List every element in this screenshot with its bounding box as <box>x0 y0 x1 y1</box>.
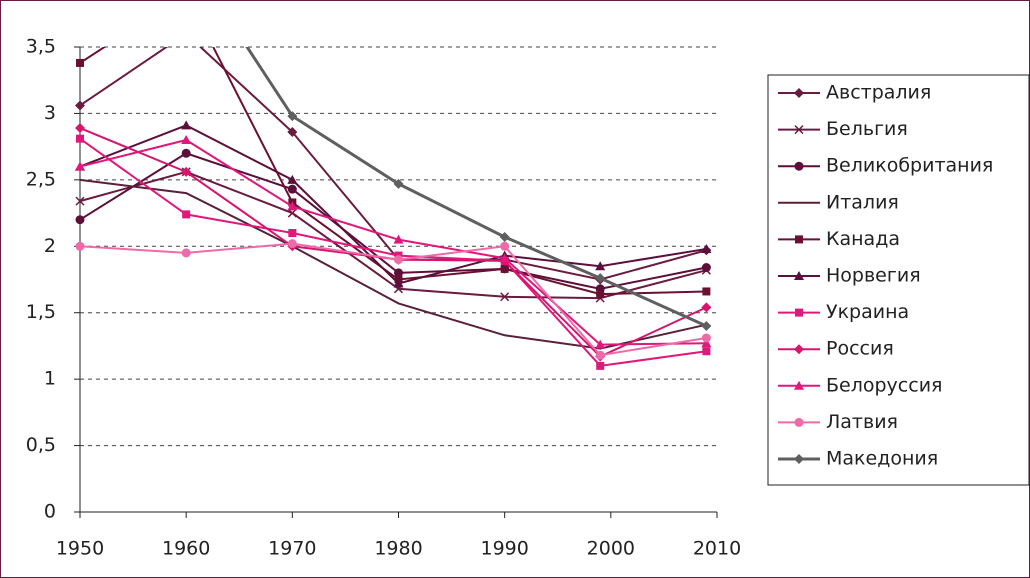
marker <box>795 235 803 244</box>
x-tick-label: 1950 <box>56 538 104 560</box>
marker <box>75 241 85 251</box>
marker <box>76 134 84 143</box>
legend-label: Латвия <box>826 411 898 433</box>
marker <box>287 239 297 249</box>
x-tick-label: 1960 <box>162 538 210 560</box>
y-tick-label: 1,5 <box>26 301 56 323</box>
marker <box>75 215 85 225</box>
marker <box>596 290 605 299</box>
marker <box>702 287 711 296</box>
marker <box>75 196 85 206</box>
marker <box>181 166 192 177</box>
y-tick-label: 3 <box>44 102 56 124</box>
marker <box>701 263 711 273</box>
legend-box <box>767 74 1030 486</box>
marker <box>701 333 711 343</box>
marker <box>394 255 403 265</box>
x-tick-label: 1990 <box>480 538 528 560</box>
marker <box>75 123 85 134</box>
marker <box>596 361 605 370</box>
marker <box>181 248 191 258</box>
marker <box>794 161 804 171</box>
marker <box>794 454 804 464</box>
marker <box>595 350 605 360</box>
marker <box>394 268 403 278</box>
marker <box>288 229 297 237</box>
marker <box>287 174 298 184</box>
x-tick-label: 1980 <box>374 538 422 560</box>
marker <box>181 120 192 130</box>
marker <box>595 273 606 284</box>
marker <box>499 253 510 263</box>
marker <box>701 338 712 348</box>
marker <box>702 347 711 356</box>
marker <box>794 88 804 98</box>
marker <box>393 234 404 244</box>
x-tick-label: 2010 <box>693 538 741 560</box>
marker <box>181 148 191 158</box>
legend-label: Великобритания <box>826 155 993 177</box>
marker <box>182 210 191 219</box>
marker <box>794 271 804 280</box>
x-tick-label: 1970 <box>268 538 316 560</box>
marker <box>287 184 297 194</box>
marker <box>701 302 712 313</box>
series-line <box>245 47 707 328</box>
marker <box>499 231 510 242</box>
marker <box>794 344 804 355</box>
marker <box>794 417 804 427</box>
marker <box>76 58 84 67</box>
marker <box>595 261 606 271</box>
marker <box>795 308 803 317</box>
marker <box>393 178 404 189</box>
plot-area <box>75 47 712 370</box>
marker <box>794 380 804 390</box>
marker <box>794 125 804 135</box>
legend-label: Македония <box>826 448 938 470</box>
marker <box>595 339 606 349</box>
y-tick-label: 0,5 <box>26 434 56 456</box>
x-tick-label: 2000 <box>587 538 635 560</box>
marker <box>701 321 712 331</box>
legend-label: Канада <box>826 228 900 250</box>
marker <box>75 100 85 111</box>
legend-label: Белоруссия <box>826 374 942 396</box>
marker <box>393 278 404 288</box>
y-tick-label: 0 <box>44 501 56 523</box>
legend-label: Бельгия <box>826 118 908 140</box>
legend-label: Италия <box>826 191 899 213</box>
y-tick-label: 3,5 <box>26 36 56 58</box>
marker <box>500 241 510 251</box>
y-tick-label: 2,5 <box>26 168 56 190</box>
marker <box>287 111 298 122</box>
marker <box>701 243 712 253</box>
legend-label: Норвегия <box>826 265 921 287</box>
marker <box>287 127 298 138</box>
legend-label: Украина <box>826 301 909 323</box>
marker <box>500 292 510 302</box>
marker <box>75 161 85 171</box>
y-tick-label: 2 <box>44 235 56 257</box>
legend-label: Австралия <box>826 82 931 104</box>
marker <box>181 135 192 144</box>
y-tick-label: 1 <box>44 368 56 390</box>
legend-label: Россия <box>826 338 894 360</box>
marker <box>287 201 298 211</box>
marker <box>500 264 509 273</box>
